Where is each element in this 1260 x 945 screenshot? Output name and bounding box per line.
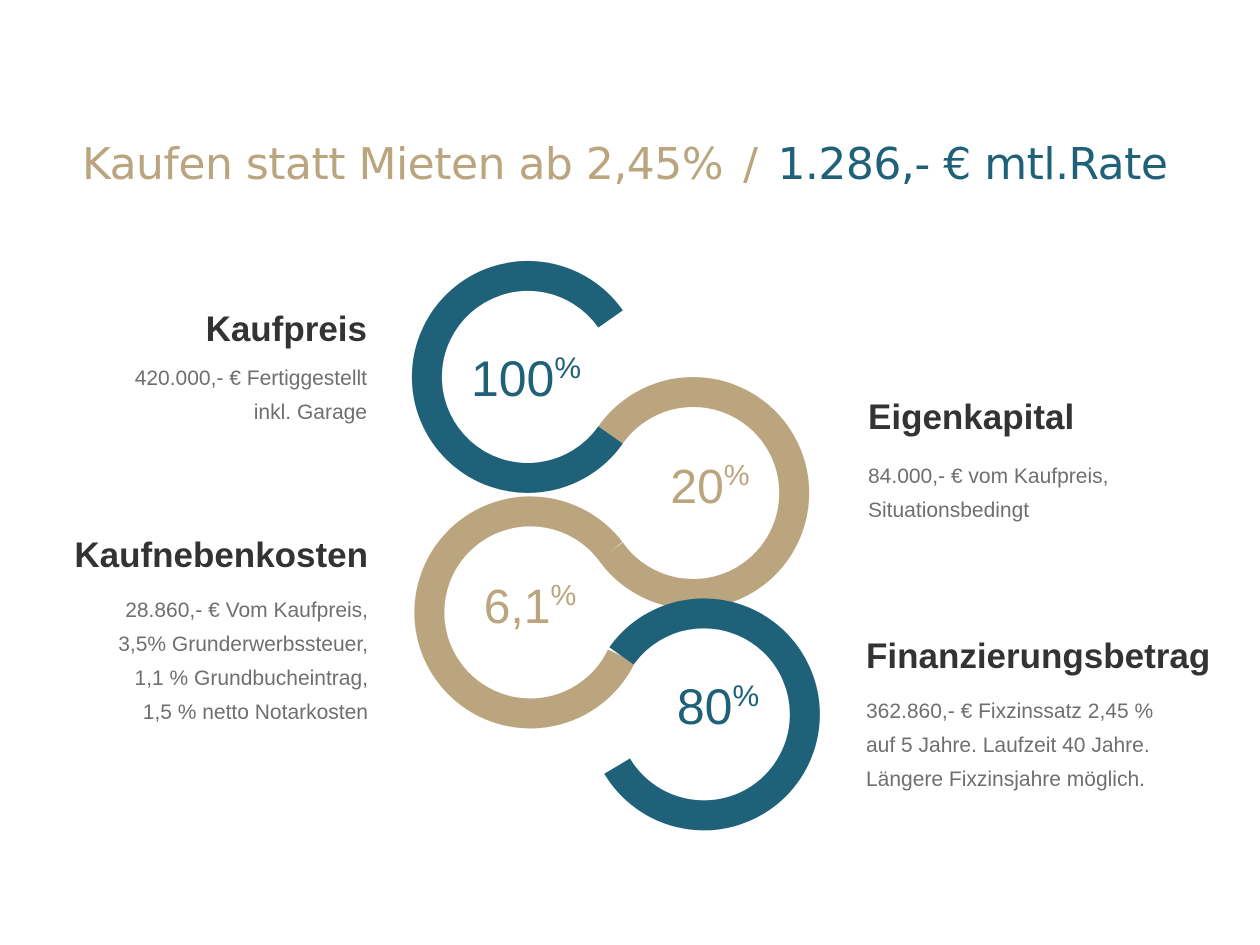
- description-line: auf 5 Jahre. Laufzeit 40 Jahre.: [866, 734, 1150, 757]
- block-description: 420.000,- € Fertiggestellt inkl. Garage: [135, 362, 367, 430]
- percentage-kaufpreis: 100%: [471, 351, 581, 407]
- description-line: Situationsbedingt: [868, 499, 1030, 522]
- percentage-value: 100: [471, 351, 554, 407]
- percentage-value: 80: [677, 679, 733, 735]
- description-line: Längere Fixzinsjahre möglich.: [866, 768, 1145, 791]
- description-line: 3,5% Grunderwerbssteuer,: [118, 633, 368, 656]
- percentage-suffix: %: [554, 352, 581, 385]
- headline-offer: Kaufen statt Mieten ab 2,45%: [82, 139, 724, 191]
- description-line: 1,1 % Grundbucheintrag,: [134, 667, 368, 690]
- percentage-eigenkapital: 20%: [670, 460, 749, 514]
- ring-kaufpreis: [411, 260, 623, 493]
- percentage-suffix: %: [732, 680, 759, 713]
- info-block-finanzierungsbetrag: Finanzierungsbetrag 362.860,- € Fixzinss…: [866, 637, 1210, 797]
- description-line: inkl. Garage: [253, 401, 367, 424]
- ring-finanzierung: [604, 598, 820, 831]
- percentage-suffix: %: [550, 580, 576, 612]
- block-title: Finanzierungsbetrag: [866, 637, 1211, 676]
- percentage-nebenkosten: 6,1%: [484, 580, 577, 634]
- headline-separator: /: [743, 139, 758, 191]
- percentage-value: 20: [670, 461, 723, 514]
- block-title: Kaufpreis: [205, 310, 367, 349]
- info-block-eigenkapital: Eigenkapital 84.000,- € vom Kaufpreis, S…: [868, 398, 1108, 528]
- ring-nebenkosten: [414, 496, 636, 729]
- percentage-finanzierung: 80%: [677, 679, 759, 735]
- description-line: 84.000,- € vom Kaufpreis,: [868, 465, 1109, 488]
- description-line: 28.860,- € Vom Kaufpreis,: [125, 599, 368, 622]
- description-line: 1,5 % netto Notarkosten: [142, 701, 368, 724]
- info-block-kaufnebenkosten: Kaufnebenkosten 28.860,- € Vom Kaufpreis…: [74, 536, 368, 730]
- ring-eigenkapital: [598, 377, 810, 609]
- headline: Kaufen statt Mieten ab 2,45% / 1.286,- € m…: [82, 139, 1202, 190]
- description-line: 420.000,- € Fertiggestellt: [134, 367, 367, 390]
- block-description: 28.860,- € Vom Kaufpreis, 3,5% Grunderwe…: [74, 594, 368, 730]
- block-description: 362.860,- € Fixzinssatz 2,45 % auf 5 Jah…: [866, 695, 1210, 797]
- block-title: Eigenkapital: [868, 398, 1075, 437]
- percentage-value: 6,1: [484, 581, 551, 634]
- headline-monthly-rate: 1.286,- € mtl.Rate: [777, 139, 1168, 191]
- info-block-kaufpreis: Kaufpreis 420.000,- € Fertiggestellt ink…: [135, 310, 367, 430]
- block-title: Kaufnebenkosten: [74, 536, 368, 575]
- description-line: 362.860,- € Fixzinssatz 2,45 %: [866, 700, 1154, 723]
- percentage-suffix: %: [724, 460, 750, 492]
- block-description: 84.000,- € vom Kaufpreis, Situationsbedi…: [868, 460, 1108, 528]
